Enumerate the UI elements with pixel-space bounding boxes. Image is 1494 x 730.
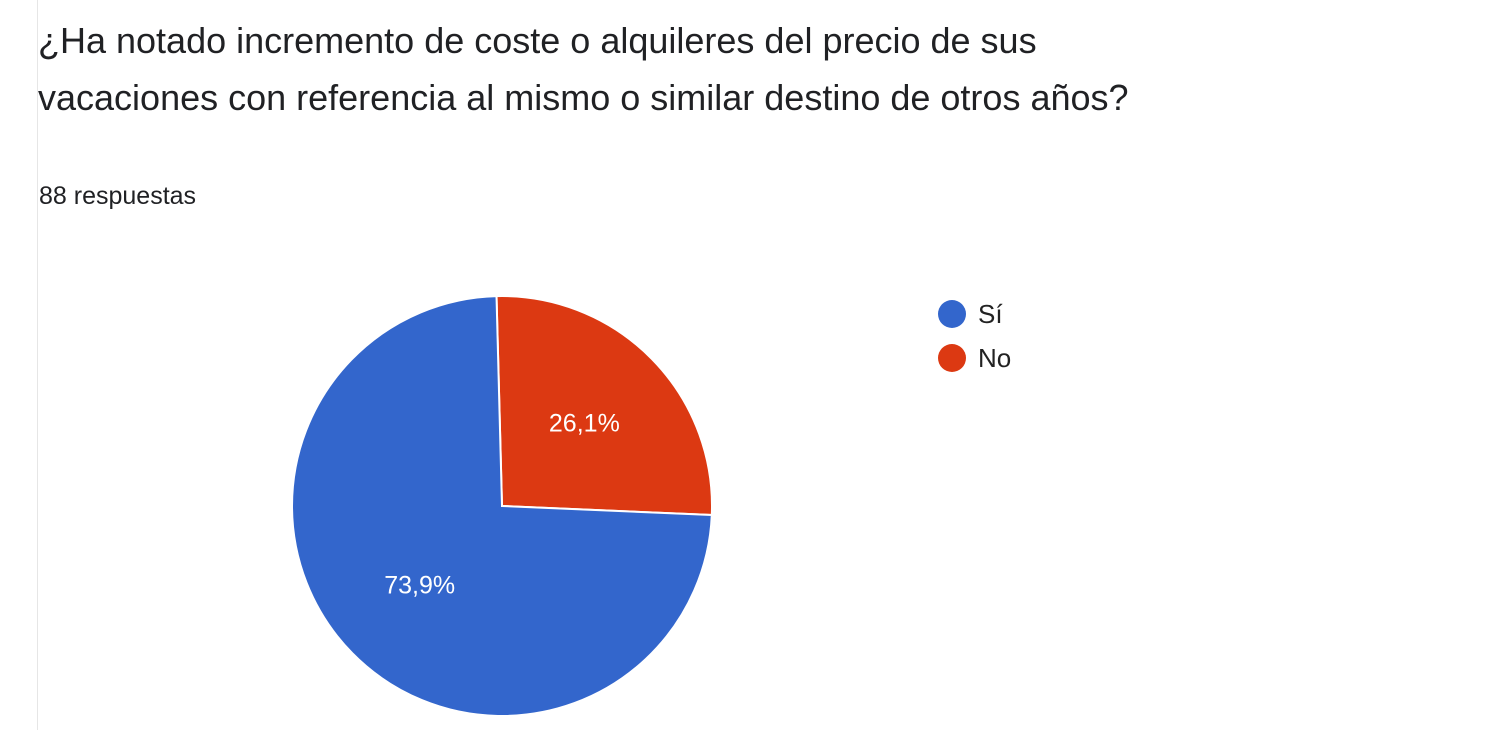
pie-slice-no[interactable] bbox=[495, 295, 713, 517]
question-title: ¿Ha notado incremento de coste o alquile… bbox=[38, 12, 1338, 126]
card-left-border bbox=[37, 0, 38, 730]
response-count: 88 respuestas bbox=[39, 182, 197, 210]
legend-swatch-no bbox=[938, 344, 966, 372]
question-title-line-1: ¿Ha notado incremento de coste o alquile… bbox=[38, 20, 1037, 61]
legend-item-no[interactable]: No bbox=[938, 336, 1011, 380]
pie-label-si: 73,9% bbox=[384, 572, 455, 600]
legend-item-si[interactable]: Sí bbox=[938, 292, 1011, 336]
chart-legend: Sí No bbox=[938, 292, 1011, 380]
legend-swatch-si bbox=[938, 300, 966, 328]
pie-label-no: 26,1% bbox=[549, 410, 620, 438]
legend-label-si: Sí bbox=[978, 299, 1003, 329]
question-title-line-2: vacaciones con referencia al mismo o sim… bbox=[38, 77, 1129, 118]
pie-slice-si[interactable] bbox=[291, 295, 713, 717]
legend-label-no: No bbox=[978, 343, 1012, 373]
